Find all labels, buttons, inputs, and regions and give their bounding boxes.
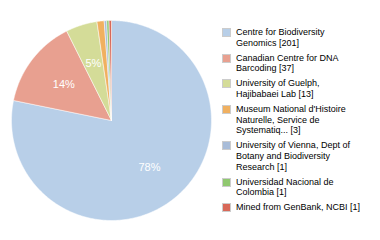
html-text:University of Guelph, Hajibaba: University of Guelph, Hajibabaei Lab [13… [236, 78, 320, 99]
html-text:Museum National d'Histoire Nat: Museum National d'Histoire Naturelle, Se… [236, 103, 346, 136]
html-text:Universidad Nacional de Colomb: Universidad Nacional de Colombia [1] [236, 176, 334, 198]
html-text:Canadian Centre for DNA Barcod: Canadian Centre for DNA Barcoding [37] [236, 52, 339, 74]
html-text:Mined from GenBank, NCBI [1]: Mined from GenBank, NCBI [1] [236, 202, 361, 213]
svg-text:78%: 78% [138, 161, 160, 173]
html-text:University of Vienna, Dept of: University of Vienna, Dept of Botany and… [236, 140, 350, 172]
svg-text:14%: 14% [53, 78, 75, 90]
html-text:Centre for Biodiversity Genomi: Centre for Biodiversity Genomics [201] [236, 27, 325, 48]
svg-text:5%: 5% [85, 57, 101, 69]
